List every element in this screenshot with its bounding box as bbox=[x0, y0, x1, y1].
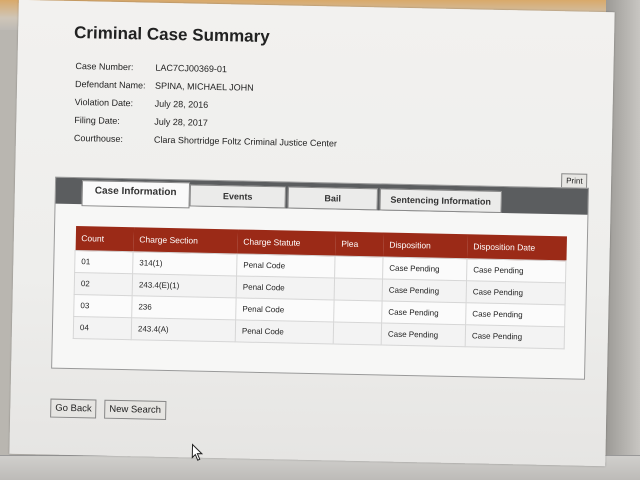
cell-charge-statute: Penal Code bbox=[236, 275, 335, 300]
cell-disposition: Case Pending bbox=[382, 256, 467, 281]
col-header-disposition: Disposition bbox=[389, 239, 431, 251]
violation-date-label: Violation Date: bbox=[74, 97, 134, 109]
page-title: Criminal Case Summary bbox=[73, 22, 270, 47]
case-number-label: Case Number: bbox=[75, 61, 134, 73]
cell-charge-section: 236 bbox=[131, 295, 237, 320]
cell-plea bbox=[333, 299, 383, 323]
cell-charge-statute: Penal Code bbox=[235, 297, 335, 322]
courthouse-value: Clara Shortridge Foltz Criminal Justice … bbox=[153, 134, 338, 149]
cell-disposition-date: Case Pending bbox=[466, 258, 566, 283]
case-number-value: LAC7CJ00369-01 bbox=[155, 62, 228, 75]
cell-count: 02 bbox=[74, 272, 133, 296]
cell-charge-section: 243.4(E)(1) bbox=[132, 273, 237, 298]
tab-events[interactable]: Events bbox=[189, 184, 286, 209]
col-header-plea: Plea bbox=[341, 238, 359, 249]
cell-disposition: Case Pending bbox=[382, 278, 467, 303]
cell-disposition-date: Case Pending bbox=[465, 302, 566, 327]
cell-charge-statute: Penal Code bbox=[235, 319, 334, 344]
col-header-charge-section: Charge Section bbox=[139, 234, 199, 246]
filing-date-label: Filing Date: bbox=[74, 114, 120, 126]
browser-page: Criminal Case Summary Case Number: LAC7C… bbox=[9, 0, 615, 467]
violation-date-value: July 28, 2016 bbox=[154, 98, 209, 110]
go-back-button[interactable]: Go Back bbox=[50, 398, 97, 419]
cell-charge-section: 314(1) bbox=[132, 251, 238, 276]
cell-count: 04 bbox=[73, 316, 132, 340]
tab-bar: Case Information Events Bail Sentencing … bbox=[55, 177, 588, 215]
charges-table: Count Charge Section Charge Statute Plea… bbox=[73, 226, 567, 349]
mouse-pointer-icon bbox=[191, 443, 204, 461]
cell-plea bbox=[334, 277, 383, 301]
cell-count: 03 bbox=[73, 294, 133, 318]
cell-disposition-date: Case Pending bbox=[466, 280, 566, 305]
cell-plea bbox=[334, 255, 384, 279]
defendant-name-label: Defendant Name: bbox=[74, 79, 146, 91]
col-header-disposition-date: Disposition Date bbox=[473, 241, 536, 253]
new-search-button[interactable]: New Search bbox=[104, 399, 167, 420]
cell-disposition-date: Case Pending bbox=[465, 324, 565, 349]
cell-disposition: Case Pending bbox=[381, 300, 467, 325]
cell-plea bbox=[333, 321, 382, 345]
tab-sentencing-information[interactable]: Sentencing Information bbox=[379, 188, 502, 213]
courthouse-label: Courthouse: bbox=[73, 132, 124, 145]
cell-count: 01 bbox=[74, 250, 134, 274]
case-summary-details: Case Number: LAC7CJ00369-01 Defendant Na… bbox=[74, 61, 337, 151]
cell-charge-section: 243.4(A) bbox=[131, 317, 236, 342]
col-header-count: Count bbox=[81, 233, 105, 244]
cell-disposition: Case Pending bbox=[381, 322, 466, 347]
case-tabs-panel: Case Information Events Bail Sentencing … bbox=[51, 176, 590, 380]
defendant-name-value: SPINA, MICHAEL JOHN bbox=[154, 80, 254, 93]
col-header-charge-statute: Charge Statute bbox=[243, 236, 301, 248]
charges-table-wrap: Count Charge Section Charge Statute Plea… bbox=[73, 226, 567, 349]
filing-date-value: July 28, 2017 bbox=[154, 116, 208, 128]
tab-case-information[interactable]: Case Information bbox=[81, 180, 191, 209]
tab-bail[interactable]: Bail bbox=[287, 186, 378, 211]
cell-charge-statute: Penal Code bbox=[236, 253, 336, 278]
